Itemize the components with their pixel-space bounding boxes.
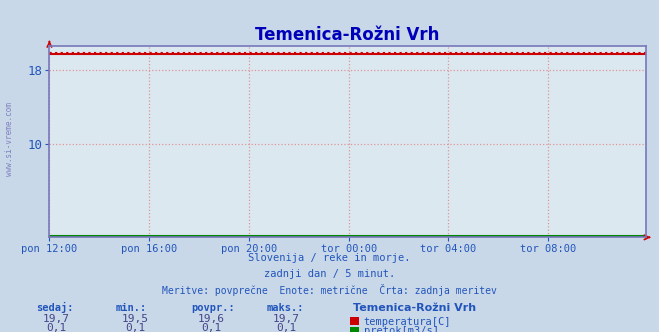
Title: Temenica-Rožni Vrh: Temenica-Rožni Vrh (256, 26, 440, 43)
Text: temperatura[C]: temperatura[C] (364, 317, 451, 327)
Text: Slovenija / reke in morje.: Slovenija / reke in morje. (248, 253, 411, 263)
Text: zadnji dan / 5 minut.: zadnji dan / 5 minut. (264, 269, 395, 279)
Text: 19,7: 19,7 (273, 314, 300, 324)
Text: povpr.:: povpr.: (191, 303, 235, 313)
Text: 19,5: 19,5 (122, 314, 148, 324)
Text: sedaj:: sedaj: (36, 302, 74, 313)
Text: 0,1: 0,1 (201, 323, 221, 332)
Text: 19,6: 19,6 (198, 314, 224, 324)
Text: pretok[m3/s]: pretok[m3/s] (364, 326, 439, 332)
Text: Temenica-Rožni Vrh: Temenica-Rožni Vrh (353, 303, 476, 313)
Text: Meritve: povprečne  Enote: metrične  Črta: zadnja meritev: Meritve: povprečne Enote: metrične Črta:… (162, 284, 497, 296)
Text: 0,1: 0,1 (46, 323, 66, 332)
Text: www.si-vreme.com: www.si-vreme.com (5, 103, 14, 176)
Text: 0,1: 0,1 (277, 323, 297, 332)
Text: 0,1: 0,1 (125, 323, 145, 332)
Text: min.:: min.: (115, 303, 146, 313)
Text: maks.:: maks.: (267, 303, 304, 313)
Text: 19,7: 19,7 (43, 314, 69, 324)
